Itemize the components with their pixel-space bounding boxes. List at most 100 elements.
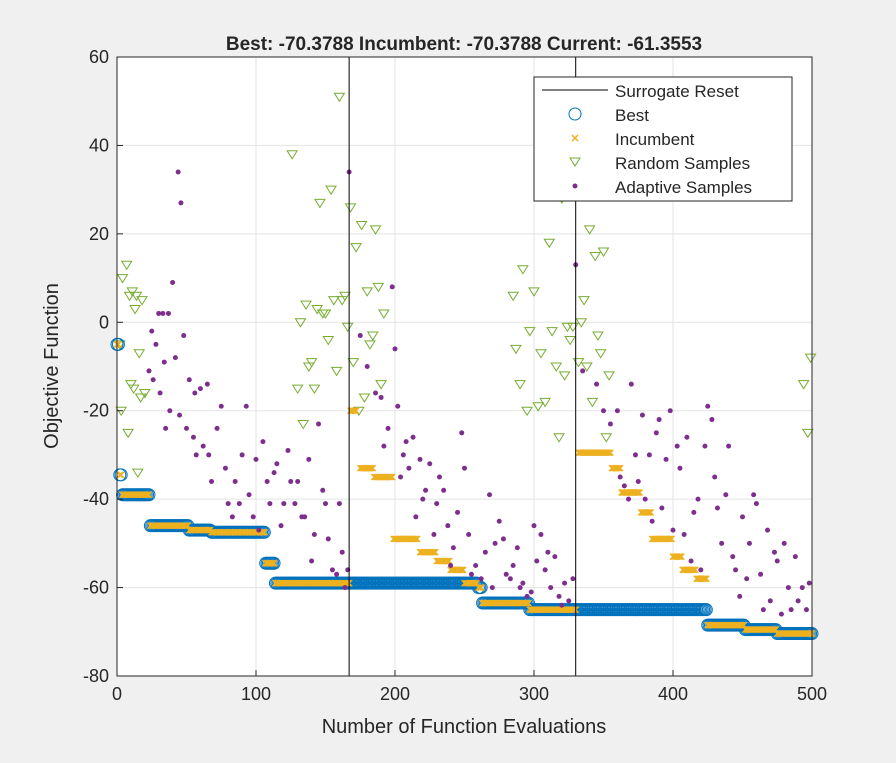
incumbent-point bbox=[117, 471, 125, 479]
random-sample-point bbox=[330, 366, 343, 377]
incumbent-point bbox=[805, 630, 813, 638]
adaptive-sample-point bbox=[192, 390, 198, 396]
incumbent-point bbox=[144, 491, 152, 499]
random-sample-point bbox=[597, 247, 610, 257]
adaptive-sample-point bbox=[197, 386, 203, 392]
adaptive-sample-point bbox=[774, 558, 780, 564]
incumbent-point bbox=[668, 535, 676, 543]
adaptive-sample-point bbox=[160, 310, 166, 316]
adaptive-sample-point bbox=[413, 514, 419, 520]
x-tick-label: 400 bbox=[658, 684, 688, 704]
random-sample-point bbox=[550, 362, 563, 372]
adaptive-sample-point bbox=[487, 492, 493, 498]
random-sample-point bbox=[133, 349, 146, 359]
y-tick-label: 0 bbox=[99, 312, 109, 332]
adaptive-sample-point bbox=[667, 408, 673, 414]
random-sample-point bbox=[358, 393, 371, 403]
adaptive-sample-point bbox=[193, 452, 199, 458]
adaptive-sample-point bbox=[542, 567, 548, 573]
random-sample-point bbox=[514, 380, 527, 390]
random-sample-point bbox=[377, 309, 390, 319]
incumbent-point bbox=[431, 548, 439, 556]
adaptive-sample-point bbox=[381, 443, 387, 449]
random-sample-point bbox=[372, 282, 385, 293]
adaptive-sample-point bbox=[688, 558, 694, 564]
adaptive-sample-point bbox=[218, 403, 224, 409]
adaptive-sample-point bbox=[462, 465, 467, 471]
ticks: 0 100 200 300 400 500 -80 -60 -40 -20 0 20 40 60 bbox=[83, 47, 827, 704]
random-sample-point bbox=[583, 225, 596, 235]
incumbent-point bbox=[142, 491, 150, 499]
adaptive-sample-point bbox=[395, 403, 401, 409]
random-sample-point bbox=[543, 238, 556, 249]
adaptive-sample-point bbox=[709, 417, 715, 423]
incumbent-point bbox=[456, 566, 464, 574]
incumbent-point bbox=[702, 575, 710, 583]
adaptive-sample-point bbox=[733, 567, 739, 573]
incumbent-point bbox=[570, 606, 578, 614]
random-sample-point bbox=[369, 225, 382, 235]
adaptive-sample-point bbox=[410, 434, 416, 440]
adaptive-sample-point bbox=[342, 585, 348, 591]
adaptive-sample-point bbox=[246, 492, 252, 498]
adaptive-sample-point bbox=[302, 514, 308, 520]
adaptive-sample-point bbox=[295, 478, 301, 484]
random-sample-point bbox=[366, 331, 379, 341]
incumbent-point bbox=[615, 464, 623, 472]
incumbent-point bbox=[476, 584, 484, 592]
best-point bbox=[114, 468, 128, 482]
adaptive-sample-point bbox=[146, 368, 152, 374]
random-sample-point bbox=[564, 335, 577, 346]
adaptive-sample-point bbox=[177, 412, 183, 418]
adaptive-sample-point bbox=[803, 607, 809, 613]
incumbent-point bbox=[636, 489, 644, 496]
random-sample-point bbox=[322, 335, 335, 346]
incumbent-point bbox=[645, 508, 653, 516]
random-sample-point bbox=[129, 305, 141, 315]
adaptive-sample-point bbox=[531, 523, 537, 529]
incumbent-point bbox=[647, 508, 655, 516]
adaptive-sample-point bbox=[473, 562, 479, 568]
legend-best-circle-icon bbox=[568, 107, 582, 121]
adaptive-sample-point bbox=[740, 514, 745, 520]
adaptive-sample-point bbox=[726, 443, 732, 449]
adaptive-sample-point bbox=[150, 377, 156, 383]
y-axis-label: Objective Function bbox=[41, 283, 63, 449]
incumbent-point bbox=[349, 407, 357, 415]
random-sample-point bbox=[291, 384, 304, 395]
random-sample-point bbox=[286, 150, 299, 160]
chart-title: Best: -70.3788 Incumbent: -70.3788 Curre… bbox=[226, 34, 702, 55]
adaptive-sample-point bbox=[594, 381, 600, 387]
incumbent-point bbox=[474, 584, 482, 592]
adaptive-sample-point bbox=[236, 501, 242, 507]
adaptive-sample-point bbox=[225, 501, 231, 507]
adaptive-sample-point bbox=[336, 501, 342, 507]
adaptive-sample-point bbox=[278, 523, 284, 529]
adaptive-sample-point bbox=[271, 470, 277, 476]
adaptive-sample-point bbox=[632, 452, 638, 458]
adaptive-sample-point bbox=[771, 549, 777, 555]
incumbent-point bbox=[605, 449, 613, 457]
adaptive-sample-point bbox=[403, 439, 409, 445]
incumbent-point bbox=[644, 508, 652, 516]
adaptive-sample-point bbox=[260, 439, 266, 445]
adaptive-sample-point bbox=[492, 540, 498, 546]
adaptive-sample-point bbox=[580, 368, 586, 374]
adaptive-sample-point bbox=[311, 532, 317, 538]
adaptive-sample-point bbox=[719, 540, 725, 546]
adaptive-sample-point bbox=[153, 341, 159, 347]
legend-label-incumbent: Incumbent bbox=[615, 130, 695, 149]
adaptive-sample-point bbox=[626, 496, 632, 502]
incumbent-point bbox=[675, 553, 683, 561]
random-sample-point bbox=[134, 393, 147, 403]
adaptive-sample-point bbox=[320, 487, 326, 493]
incumbent-point bbox=[411, 535, 418, 543]
adaptive-sample-point bbox=[746, 540, 752, 546]
random-sample-point bbox=[297, 419, 310, 430]
incumbent-point bbox=[430, 548, 438, 556]
adaptive-sample-point bbox=[288, 478, 294, 484]
incumbent-point bbox=[367, 464, 375, 472]
adaptive-sample-point bbox=[507, 576, 513, 582]
adaptive-sample-point bbox=[334, 571, 340, 577]
random-sample-point bbox=[523, 327, 536, 337]
